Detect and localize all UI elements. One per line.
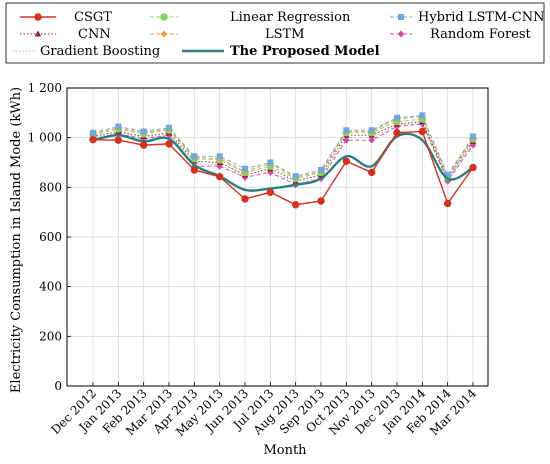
data-point-hybrid-lstm-cnn [166,124,172,131]
data-point-csgt [317,197,325,205]
legend-item-gradient-boosting: Gradient Boosting [12,44,160,59]
data-point-hybrid-lstm-cnn [216,153,223,160]
y-axis-label: Electricity Consumption in Island Mode (… [9,87,24,393]
data-point-csgt [89,135,97,144]
series-hybrid-lstm-cnn [90,112,476,180]
data-point-hybrid-lstm-cnn [90,129,96,136]
y-tick-label: 1 200 [28,81,62,95]
series-line-cnn [92,121,474,182]
series-line-csgt [92,130,474,206]
series-line-linear-regression [92,118,474,180]
plot-area [66,87,489,387]
legend-label: CNN [78,27,111,42]
data-point-hybrid-lstm-cnn [318,166,324,173]
y-tick-label: 800 [39,180,62,194]
data-point-csgt [190,166,199,174]
data-point-hybrid-lstm-cnn [292,173,299,180]
series-the-proposed-model [92,132,474,192]
data-point-csgt [139,141,148,149]
legend-item-lstm: LSTM [150,27,305,42]
data-point-hybrid-lstm-cnn [470,133,476,140]
series-line-hybrid-lstm-cnn [92,114,474,177]
data-point-random-forest [368,136,375,144]
y-tick-label: 0 [54,379,62,393]
series-cnn [89,118,477,184]
data-point-csgt [215,172,224,181]
data-point-hybrid-lstm-cnn [242,165,248,172]
legend-label: Random Forest [430,27,532,42]
y-tick-label: 1 000 [28,131,62,145]
legend-item-csgt: CSGT [20,10,112,25]
data-point-csgt [241,195,249,203]
data-point-csgt [291,201,300,209]
legend-label: CSGT [74,10,112,25]
data-point-csgt [469,163,477,172]
data-point-csgt [367,168,376,177]
data-point-hybrid-lstm-cnn [419,112,426,119]
legend-item-random-forest: Random Forest [390,27,532,42]
legend-item-cnn: CNN [20,27,111,42]
series-linear-regression [89,115,477,183]
legend-marker [34,30,42,37]
legend-item-linear-regression: Linear Regression [150,10,351,25]
legend-label: Hybrid LSTM-CNN [418,10,544,25]
data-point-hybrid-lstm-cnn [394,114,400,121]
legend-label: Linear Regression [230,10,351,25]
data-point-hybrid-lstm-cnn [267,159,274,166]
legend-marker [34,13,42,21]
data-point-csgt [266,188,275,197]
legend-item-hybrid-lstm-cnn: Hybrid LSTM-CNN [390,10,544,25]
data-point-csgt [342,157,351,165]
y-tick-label: 600 [39,230,62,244]
data-point-csgt [114,136,123,144]
data-point-hybrid-lstm-cnn [115,123,122,130]
data-point-random-forest [343,136,350,144]
legend: CSGT Linear Regression Hybrid LSTM-CNN CNN L… [5,2,545,64]
legend-marker [160,30,168,38]
y-axis-ticks: 0 200 400 600 800 1 000 1 200 [28,81,71,393]
series-line-lstm [92,116,474,178]
legend-box [5,2,545,64]
legend-marker [160,13,168,21]
data-point-hybrid-lstm-cnn [140,128,147,135]
series-csgt [89,127,477,209]
series-gradient-boosting [92,122,474,185]
legend-label: LSTM [265,27,305,42]
data-point-hybrid-lstm-cnn [343,127,350,134]
y-tick-label: 200 [39,329,62,343]
series-line-the-proposed-model [92,132,474,192]
data-point-csgt [393,129,401,137]
data-point-hybrid-lstm-cnn [444,171,451,178]
legend-label: The Proposed Model [230,44,380,59]
series-random-forest [89,120,477,189]
legend-marker [398,14,404,20]
series-line-gradient-boosting [92,122,474,185]
legend-marker [397,30,405,38]
x-axis-label: Month [263,443,307,458]
series-line-random-forest [92,123,474,186]
data-point-csgt [443,199,452,208]
data-point-hybrid-lstm-cnn [191,153,198,160]
data-point-csgt [165,140,173,148]
data-point-hybrid-lstm-cnn [368,127,375,134]
data-point-csgt [418,127,427,136]
y-tick-label: 400 [39,280,62,294]
legend-item-the-proposed-model: The Proposed Model [182,44,380,59]
legend-label: Gradient Boosting [40,44,160,59]
